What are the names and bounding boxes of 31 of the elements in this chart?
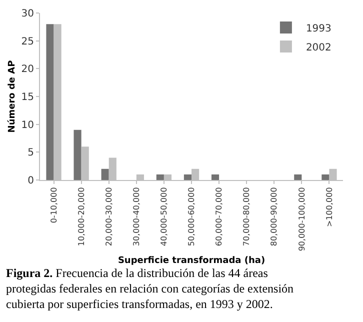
x-tick-label: 0-10,000 xyxy=(49,187,58,224)
legend-label: 2002 xyxy=(306,42,332,54)
y-tick-label: 5 xyxy=(28,148,34,159)
x-tick-label: >100,000 xyxy=(324,187,334,227)
y-tick-label: 0 xyxy=(28,176,34,186)
y-tick-label: 25 xyxy=(21,36,34,48)
legend-label: 1993 xyxy=(306,23,332,34)
x-tick-label: 70,000-80,000 xyxy=(242,187,252,246)
bar xyxy=(211,174,220,180)
bar xyxy=(101,168,109,180)
x-tick-label: 90,000-100,000 xyxy=(297,187,306,252)
x-tick-label: 10,000-20,000 xyxy=(76,187,86,246)
bar xyxy=(74,130,82,180)
x-tick-label: 60,000-70,000 xyxy=(214,187,224,246)
x-tick-label: 30,000-40,000 xyxy=(132,187,142,246)
x-tick-label: 80,000-90,000 xyxy=(270,187,279,246)
x-tick-label: 20,000-30,000 xyxy=(104,187,114,246)
y-tick-label: 10 xyxy=(21,120,34,131)
text: Figura 2. xyxy=(6,266,53,280)
bar xyxy=(294,174,302,180)
bar xyxy=(46,24,54,180)
y-tick-label: 15 xyxy=(21,92,34,103)
y-axis-title: Número de AP xyxy=(6,60,18,133)
x-tick-label: 40,000-50,000 xyxy=(160,187,169,246)
x-axis-title: Superficie transformada (ha) xyxy=(118,256,266,266)
y-tick-label: 20 xyxy=(21,64,34,76)
bar xyxy=(156,174,164,180)
x-tick-label: 50,000-60,000 xyxy=(187,187,196,246)
y-tick-label: 30 xyxy=(21,8,34,20)
bar xyxy=(184,174,192,180)
bar xyxy=(322,174,330,180)
